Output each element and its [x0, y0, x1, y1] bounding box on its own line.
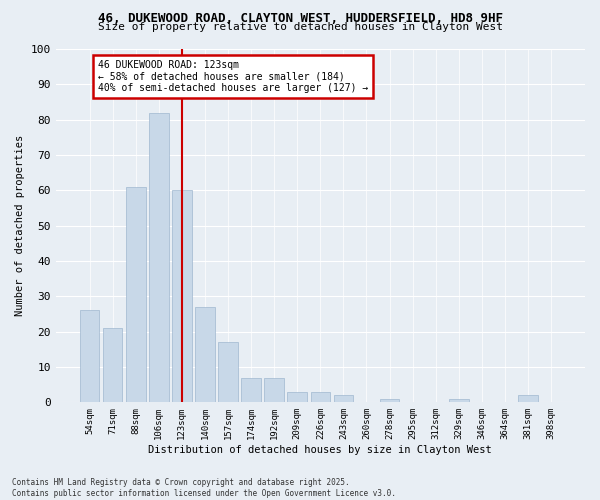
Bar	[172, 190, 191, 402]
Y-axis label: Number of detached properties: Number of detached properties	[15, 135, 25, 316]
Bar	[103, 328, 122, 402]
Bar	[126, 187, 146, 402]
Bar	[380, 399, 400, 402]
Text: Contains HM Land Registry data © Crown copyright and database right 2025.
Contai: Contains HM Land Registry data © Crown c…	[12, 478, 396, 498]
Bar	[149, 112, 169, 403]
Bar	[287, 392, 307, 402]
Bar	[218, 342, 238, 402]
Text: 46 DUKEWOOD ROAD: 123sqm
← 58% of detached houses are smaller (184)
40% of semi-: 46 DUKEWOOD ROAD: 123sqm ← 58% of detach…	[98, 60, 368, 93]
Text: 46, DUKEWOOD ROAD, CLAYTON WEST, HUDDERSFIELD, HD8 9HF: 46, DUKEWOOD ROAD, CLAYTON WEST, HUDDERS…	[97, 12, 503, 26]
Bar	[449, 399, 469, 402]
Text: Size of property relative to detached houses in Clayton West: Size of property relative to detached ho…	[97, 22, 503, 32]
Bar	[265, 378, 284, 402]
Bar	[241, 378, 261, 402]
Bar	[195, 307, 215, 402]
Bar	[80, 310, 100, 402]
Bar	[518, 396, 538, 402]
Bar	[311, 392, 330, 402]
X-axis label: Distribution of detached houses by size in Clayton West: Distribution of detached houses by size …	[148, 445, 492, 455]
Bar	[334, 396, 353, 402]
